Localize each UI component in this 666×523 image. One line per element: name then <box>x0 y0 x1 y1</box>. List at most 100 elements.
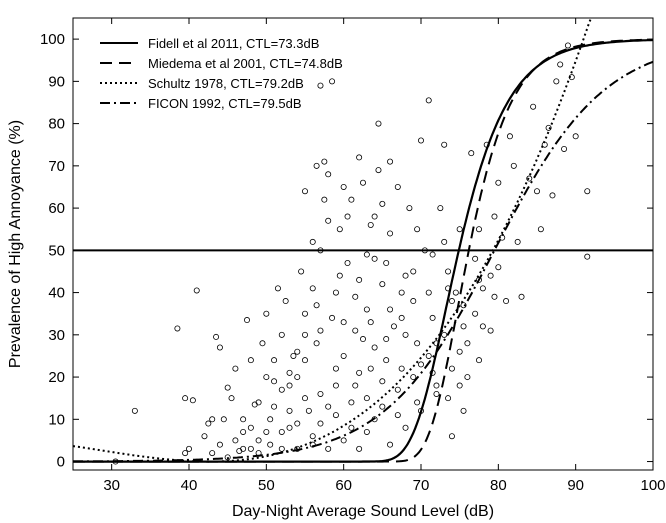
data-point <box>305 407 312 414</box>
data-point <box>456 382 463 389</box>
y-tick-label: 90 <box>48 73 65 90</box>
data-point <box>243 317 250 324</box>
data-point <box>425 97 432 104</box>
data-point <box>363 395 370 402</box>
data-point <box>437 205 444 212</box>
data-point <box>298 268 305 275</box>
data-point <box>278 331 285 338</box>
data-point <box>255 399 262 406</box>
data-point <box>530 103 537 110</box>
x-tick-label: 50 <box>258 477 275 494</box>
data-point <box>301 357 308 364</box>
data-point <box>201 433 208 440</box>
data-point <box>479 285 486 292</box>
data-point <box>329 314 336 321</box>
data-point <box>367 221 374 228</box>
legend-label: Schultz 1978, CTL=79.2dB <box>148 76 304 91</box>
data-point <box>363 251 370 258</box>
data-point <box>379 378 386 385</box>
data-point <box>398 365 405 372</box>
data-point <box>240 428 247 435</box>
data-point <box>189 397 196 404</box>
data-point <box>402 272 409 279</box>
legend-label: Miedema et al 2001, CTL=74.8dB <box>148 56 343 71</box>
data-point <box>185 445 192 452</box>
data-point <box>584 253 591 260</box>
y-tick-label: 50 <box>48 242 65 259</box>
data-point <box>340 437 347 444</box>
data-point <box>394 412 401 419</box>
data-point <box>336 226 343 233</box>
data-point <box>433 382 440 389</box>
data-point <box>491 213 498 220</box>
data-point <box>410 374 417 381</box>
data-point <box>182 450 189 457</box>
data-point <box>518 293 525 300</box>
data-point <box>325 171 332 178</box>
data-point <box>564 42 571 49</box>
data-point <box>359 336 366 343</box>
data-point <box>534 188 541 195</box>
data-point <box>321 158 328 165</box>
data-point <box>472 255 479 262</box>
data-point <box>584 188 591 195</box>
data-point <box>271 403 278 410</box>
data-point <box>456 226 463 233</box>
data-point <box>448 433 455 440</box>
data-point <box>216 344 223 351</box>
data-point <box>267 416 274 423</box>
data-point <box>460 407 467 414</box>
data-point <box>356 276 363 283</box>
data-point <box>383 357 390 364</box>
data-point <box>383 260 390 267</box>
data-point <box>464 374 471 381</box>
data-point <box>213 333 220 340</box>
curve-dashdot <box>73 60 654 463</box>
data-point <box>441 238 448 245</box>
data-point <box>371 344 378 351</box>
legend-label: Fidell et al 2011, CTL=73.3dB <box>148 36 319 51</box>
data-point <box>224 384 231 391</box>
data-point <box>174 325 181 332</box>
data-point <box>537 226 544 233</box>
data-point <box>247 424 254 431</box>
data-point <box>325 445 332 452</box>
data-point <box>553 78 560 85</box>
data-point <box>390 323 397 330</box>
scatter-points <box>112 42 591 465</box>
x-tick-label: 40 <box>181 477 198 494</box>
data-point <box>406 205 413 212</box>
data-point <box>325 217 332 224</box>
data-point <box>503 298 510 305</box>
y-tick-label: 10 <box>48 411 65 428</box>
data-point <box>394 183 401 190</box>
x-axis-label: Day-Night Average Sound Level (dB) <box>232 503 494 520</box>
curve-dotted <box>72 17 593 463</box>
data-point <box>371 255 378 262</box>
y-tick-label: 70 <box>48 158 65 175</box>
data-point <box>274 285 281 292</box>
data-point <box>321 196 328 203</box>
data-point <box>278 386 285 393</box>
data-point <box>441 141 448 148</box>
data-point <box>475 226 482 233</box>
x-tick-label: 100 <box>640 477 665 494</box>
data-point <box>325 403 332 410</box>
data-point <box>414 340 421 347</box>
data-point <box>367 365 374 372</box>
data-point <box>425 352 432 359</box>
y-tick-label: 40 <box>48 285 65 302</box>
data-point <box>495 264 502 271</box>
data-point <box>460 323 467 330</box>
data-point <box>379 200 386 207</box>
data-point <box>282 298 289 305</box>
data-point <box>506 133 513 140</box>
fitted-curves <box>72 17 654 463</box>
y-tick-label: 80 <box>48 116 65 133</box>
data-point <box>402 331 409 338</box>
data-point <box>301 188 308 195</box>
data-point <box>464 340 471 347</box>
data-point <box>278 428 285 435</box>
data-point <box>329 78 336 85</box>
data-point <box>487 327 494 334</box>
